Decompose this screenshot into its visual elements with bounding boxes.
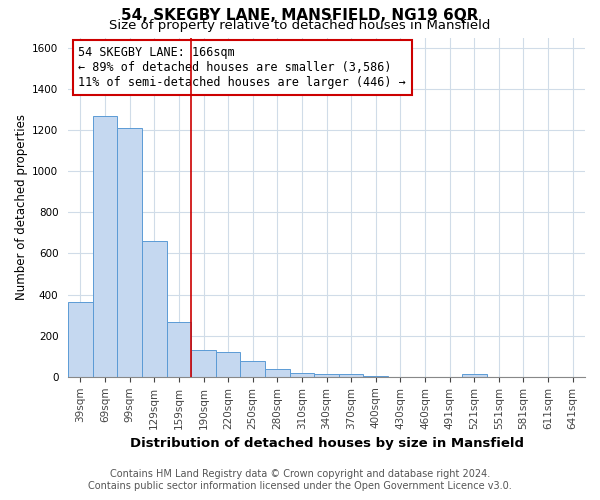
Bar: [167, 322, 191, 377]
Bar: [68, 302, 93, 377]
X-axis label: Distribution of detached houses by size in Mansfield: Distribution of detached houses by size …: [130, 437, 524, 450]
Y-axis label: Number of detached properties: Number of detached properties: [15, 114, 28, 300]
Bar: [216, 352, 241, 377]
Bar: [339, 374, 364, 377]
Bar: [241, 362, 265, 377]
Bar: [142, 241, 167, 377]
Bar: [191, 350, 216, 377]
Bar: [93, 116, 118, 377]
Text: Contains HM Land Registry data © Crown copyright and database right 2024.
Contai: Contains HM Land Registry data © Crown c…: [88, 470, 512, 491]
Bar: [364, 376, 388, 377]
Text: Size of property relative to detached houses in Mansfield: Size of property relative to detached ho…: [109, 19, 491, 32]
Bar: [314, 374, 339, 377]
Bar: [265, 369, 290, 377]
Text: 54 SKEGBY LANE: 166sqm
← 89% of detached houses are smaller (3,586)
11% of semi-: 54 SKEGBY LANE: 166sqm ← 89% of detached…: [79, 46, 406, 89]
Bar: [290, 372, 314, 377]
Bar: [462, 374, 487, 377]
Bar: [118, 128, 142, 377]
Text: 54, SKEGBY LANE, MANSFIELD, NG19 6QR: 54, SKEGBY LANE, MANSFIELD, NG19 6QR: [121, 8, 479, 22]
